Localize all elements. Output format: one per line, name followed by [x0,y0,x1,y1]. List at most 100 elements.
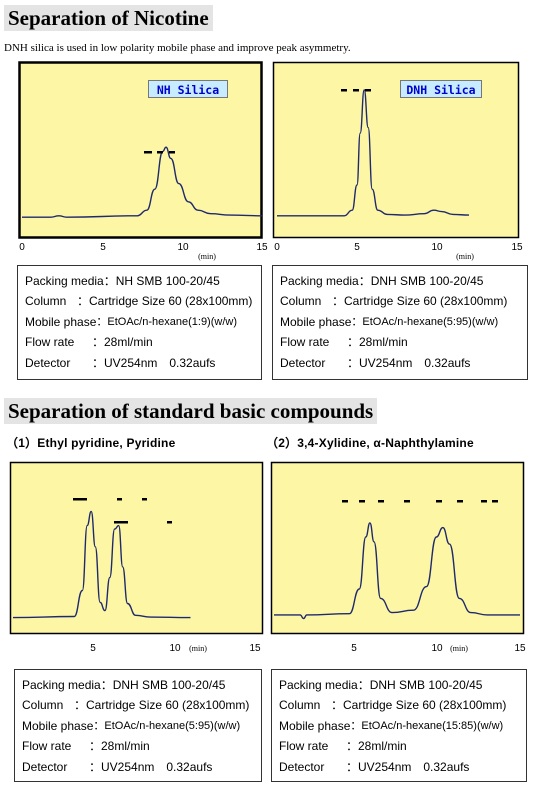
x-tick-label: 5 [100,242,106,253]
column-type-tag: NH Silica [148,80,228,98]
x-unit-label: (min) [456,252,474,261]
condition-key: Mobile phase [25,314,97,329]
condition-value: ：UV254nm 0.32aufs [89,759,213,774]
condition-value: ：28ml/min [347,335,408,350]
condition-key: Detector [280,355,326,370]
condition-key: Detector [22,759,68,774]
condition-value: ：EtOAc/n-hexane(15:85)(w/w) [350,719,504,732]
series-line [21,146,263,218]
condition-key: Flow rate [280,335,330,350]
condition-value: ：28ml/min [92,335,153,350]
condition-row: Column ：Cartridge Size 60 (28x100mm) [25,291,261,311]
condition-row: Mobile phase ：EtOAc/n-hexane(5:95)(w/w) [22,716,261,736]
x-unit-label: (min) [198,252,216,261]
condition-row: Detector ：UV254nm 0.32aufs [25,353,261,373]
peak-marker [169,151,175,154]
peak-marker [481,500,487,503]
condition-value: ：DNH SMB 100-20/45 [358,274,484,288]
chromatogram-ethyl-pyridine: 5 10 15 (min) [9,461,264,657]
peak-marker [365,89,371,92]
peak-marker [341,89,347,92]
subsection-label-ethyl-pyridine: （1）Ethyl pyridine, Pyridine [6,436,176,450]
x-tick-label: 10 [431,242,443,253]
condition-key: Detector [25,355,71,370]
condition-value: ：Cartridge Size 60 (28x100mm) [74,698,250,713]
x-tick-label: 10 [169,643,181,654]
peak-marker [492,500,498,503]
conditions-box-xylidine: Packing media ：DNH SMB 100-20/45 Column ：Ca… [271,669,527,782]
condition-key: Mobile phase [22,718,94,733]
section-title-nicotine: Separation of Nicotine [4,5,213,31]
condition-row: Mobile phase ：EtOAc/n-hexane(1:9)(w/w) [25,312,261,332]
condition-key: Column [25,294,67,309]
condition-key: Packing media [280,274,359,288]
plot-area [9,461,264,635]
chart-svg: 5 10 15 (min) [270,461,526,654]
x-tick-label: 5 [90,643,96,654]
condition-key: Packing media [25,274,104,288]
condition-value: ：UV254nm 0.32aufs [346,759,470,774]
peak-marker [144,151,152,154]
condition-row: Column ：Cartridge Size 60 (28x100mm) [280,291,527,311]
condition-key: Packing media [279,678,358,692]
peak-marker [404,500,410,503]
chromatogram-nh-silica: 0 5 10 15 (min) NH Silica [18,61,268,261]
condition-value: ：UV254nm 0.32aufs [92,355,216,370]
condition-key: Flow rate [22,739,72,754]
conditions-box-dnh-silica: Packing media ：DNH SMB 100-20/45 Column ：Ca… [272,265,528,380]
peak-marker [436,500,442,503]
chart-svg: 5 10 15 (min) [9,461,264,654]
condition-row: Column ：Cartridge Size 60 (28x100mm) [22,695,261,715]
condition-key: Column [279,698,321,713]
condition-row: Mobile phase ：EtOAc/n-hexane(5:95)(w/w) [280,312,527,332]
x-tick-label: 10 [431,643,443,654]
condition-value: ：DNH SMB 100-20/45 [357,678,483,692]
x-unit-label: (min) [450,644,468,653]
condition-key: Flow rate [279,739,329,754]
subsection-label-xylidine: （2）3,4-Xylidine, α-Naphthylamine [266,436,474,450]
series-line [273,522,520,620]
condition-key: Packing media [22,678,101,692]
x-tick-label: 5 [354,242,360,253]
condition-row: Packing media ：NH SMB 100-20/45 [25,271,261,291]
peak-marker [167,521,172,524]
condition-key: Detector [279,759,325,774]
condition-row: Flow rate ：28ml/min [280,332,527,352]
x-tick-label: 0 [19,242,25,253]
x-tick-label: 10 [177,242,189,253]
peak-marker [157,151,163,154]
x-tick-label: 0 [274,242,280,253]
condition-value: ：28ml/min [346,739,407,754]
condition-row: Flow rate ：28ml/min [279,736,526,756]
conditions-box-ethyl-pyridine: Packing media ：DNH SMB 100-20/45 Column ：Ca… [14,669,262,782]
condition-key: Mobile phase [279,718,351,733]
conditions-box-nh-silica: Packing media ：NH SMB 100-20/45 Column ：Car… [17,265,262,380]
section-subtitle: DNH silica is used in low polarity mobil… [4,42,351,54]
series-line [277,89,470,217]
chart-svg: 0 5 10 15 (min) [272,61,523,261]
condition-row: Flow rate ：28ml/min [22,736,261,756]
condition-value: ：Cartridge Size 60 (28x100mm) [332,294,508,309]
peak-marker [342,500,348,503]
condition-value: ：EtOAc/n-hexane(1:9)(w/w) [96,315,237,328]
peak-marker [142,498,147,501]
condition-row: Packing media ：DNH SMB 100-20/45 [279,675,526,695]
x-tick-label: 5 [351,643,357,654]
condition-key: Column [280,294,322,309]
condition-key: Mobile phase [280,314,352,329]
condition-row: Detector ：UV254nm 0.32aufs [22,757,261,777]
condition-value: ：EtOAc/n-hexane(5:95)(w/w) [351,315,499,328]
plot-area [270,461,525,635]
peak-marker [117,498,122,501]
condition-value: ：Cartridge Size 60 (28x100mm) [331,698,507,713]
peak-marker [114,521,128,524]
peak-marker [359,500,365,503]
condition-value: ：28ml/min [89,739,150,754]
column-type-tag: DNH Silica [400,80,482,98]
condition-row: Packing media ：DNH SMB 100-20/45 [22,675,261,695]
condition-row: Column ：Cartridge Size 60 (28x100mm) [279,695,526,715]
condition-value: ：EtOAc/n-hexane(5:95)(w/w) [93,719,241,732]
condition-key: Flow rate [25,335,75,350]
condition-value: ：UV254nm 0.32aufs [347,355,471,370]
condition-row: Mobile phase ：EtOAc/n-hexane(15:85)(w/w) [279,716,526,736]
